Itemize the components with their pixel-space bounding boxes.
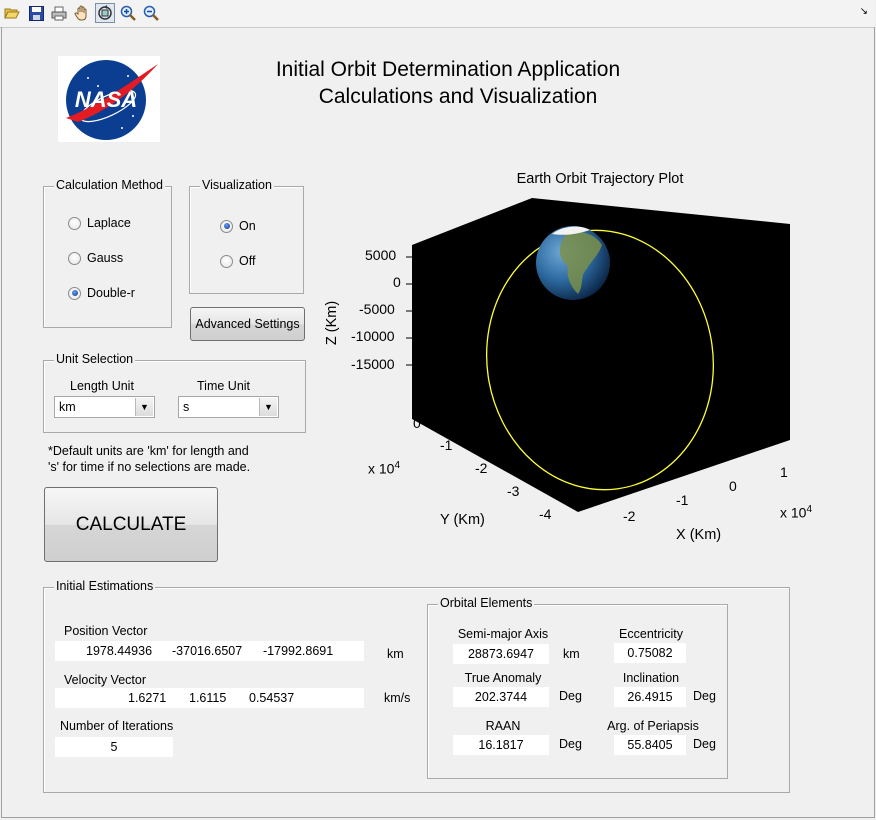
- x-tick-label: 0: [729, 478, 737, 494]
- arg-of-periapsis-field[interactable]: 55.8405: [614, 735, 686, 755]
- dropdown-arrow-icon[interactable]: ▼: [135, 398, 153, 416]
- y-tick-label: -2: [475, 460, 488, 476]
- position-unit-label: km: [387, 647, 404, 661]
- orbit-plot[interactable]: [330, 190, 840, 560]
- app-title-line1: Initial Orbit Determination Application: [275, 58, 621, 81]
- y-tick-label: -3: [507, 483, 520, 499]
- semi-major-axis-label: Semi-major Axis: [457, 627, 549, 641]
- z-tick-label: 5000: [365, 247, 397, 263]
- open-folder-icon[interactable]: [3, 4, 21, 22]
- position-vector-field[interactable]: 1978.44936 -37016.6507 -17992.8691: [55, 641, 364, 661]
- radio-laplace[interactable]: Laplace: [68, 216, 131, 230]
- inclination-label: Inclination: [622, 671, 680, 685]
- default-units-note-line1: *Default units are 'km' for length and: [48, 444, 249, 458]
- z-tick-label: -10000: [351, 328, 395, 344]
- zoom-out-icon[interactable]: [142, 4, 160, 22]
- inclination-field[interactable]: 26.4915: [614, 687, 686, 707]
- y-axis-label: Y (Km): [440, 512, 485, 528]
- dropdown-arrow-icon[interactable]: ▼: [259, 398, 277, 416]
- length-unit-select[interactable]: km ▼: [54, 396, 155, 418]
- velocity-vector-label: Velocity Vector: [64, 673, 146, 687]
- z-tick-label: -5000: [359, 301, 395, 317]
- initial-estimations-label: Initial Estimations: [54, 579, 156, 593]
- z-axis-label: Z (Km): [324, 300, 341, 346]
- svg-text:NASA: NASA: [75, 87, 137, 112]
- nasa-logo: NASA: [58, 56, 160, 142]
- true-anomaly-label: True Anomaly: [464, 671, 542, 685]
- velocity-vector-field[interactable]: 1.6271 1.6115 0.54537: [55, 688, 364, 708]
- radio-visualization-off[interactable]: Off: [220, 254, 255, 268]
- x-tick-label: -2: [623, 508, 636, 524]
- orbital-elements-label: Orbital Elements: [438, 596, 535, 610]
- default-units-note-line2: 's' for time if no selections are made.: [48, 460, 251, 474]
- radio-indicator[interactable]: [68, 251, 81, 265]
- raan-unit-label: Deg: [559, 737, 582, 751]
- arg-of-periapsis-unit-label: Deg: [693, 737, 716, 751]
- figure-frame: [1, 27, 875, 818]
- y-exponent-label: x 104: [368, 460, 401, 477]
- radio-indicator[interactable]: [220, 254, 233, 268]
- eccentricity-field[interactable]: 0.75082: [614, 643, 686, 663]
- semi-major-axis-field[interactable]: 28873.6947: [453, 644, 549, 664]
- calculate-button[interactable]: CALCULATE: [44, 487, 218, 562]
- save-icon[interactable]: [27, 4, 45, 22]
- x-exponent-label: x 104: [780, 504, 813, 521]
- y-tick-label: -1: [440, 437, 453, 453]
- time-unit-select[interactable]: s ▼: [178, 396, 279, 418]
- radio-indicator-selected[interactable]: [68, 286, 81, 300]
- eccentricity-label: Eccentricity: [619, 627, 683, 641]
- iterations-label: Number of Iterations: [60, 719, 174, 733]
- toolbar: ↘: [0, 0, 874, 28]
- z-tick-label: -15000: [351, 356, 395, 372]
- x-tick-label: -1: [676, 492, 689, 508]
- unit-selection-label: Unit Selection: [54, 352, 136, 366]
- pan-hand-icon[interactable]: [73, 4, 91, 22]
- true-anomaly-field[interactable]: 202.3744: [453, 687, 549, 707]
- raan-field[interactable]: 16.1817: [453, 735, 549, 755]
- inclination-unit-label: Deg: [693, 689, 716, 703]
- radio-visualization-on[interactable]: On: [220, 219, 256, 233]
- radio-indicator[interactable]: [68, 216, 81, 230]
- length-unit-label: Length Unit: [70, 379, 134, 393]
- radio-indicator-selected[interactable]: [220, 219, 233, 233]
- zoom-in-icon[interactable]: [119, 4, 137, 22]
- visualization-label: Visualization: [200, 178, 274, 192]
- rotate-3d-icon[interactable]: [95, 3, 115, 23]
- radio-double-r[interactable]: Double-r: [68, 286, 135, 300]
- visualization-group: [189, 186, 304, 294]
- calculation-method-label: Calculation Method: [54, 178, 166, 192]
- position-vector-label: Position Vector: [64, 624, 148, 638]
- radio-gauss[interactable]: Gauss: [68, 251, 123, 265]
- advanced-settings-button[interactable]: Advanced Settings: [190, 307, 305, 341]
- arg-of-periapsis-label: Arg. of Periapsis: [607, 719, 699, 733]
- sma-unit-label: km: [563, 647, 580, 661]
- y-tick-label: -4: [539, 506, 552, 522]
- true-anomaly-unit-label: Deg: [559, 689, 582, 703]
- velocity-unit-label: km/s: [384, 691, 411, 705]
- z-tick-label: 0: [393, 274, 401, 290]
- app-title-line2: Calculations and Visualization: [318, 85, 598, 108]
- time-unit-label: Time Unit: [197, 379, 251, 393]
- raan-label: RAAN: [485, 719, 521, 733]
- iterations-field[interactable]: 5: [55, 737, 173, 757]
- x-axis-label: X (Km): [676, 527, 722, 543]
- unit-selection-group: [43, 360, 306, 433]
- y-tick-label: 0: [413, 415, 421, 431]
- orbital-elements-group: [427, 604, 728, 779]
- initial-estimations-group: [43, 587, 790, 793]
- print-icon[interactable]: [50, 4, 68, 22]
- x-tick-label: 1: [780, 464, 788, 480]
- dock-arrow-icon[interactable]: ↘: [859, 6, 868, 17]
- plot-title: Earth Orbit Trajectory Plot: [516, 171, 684, 187]
